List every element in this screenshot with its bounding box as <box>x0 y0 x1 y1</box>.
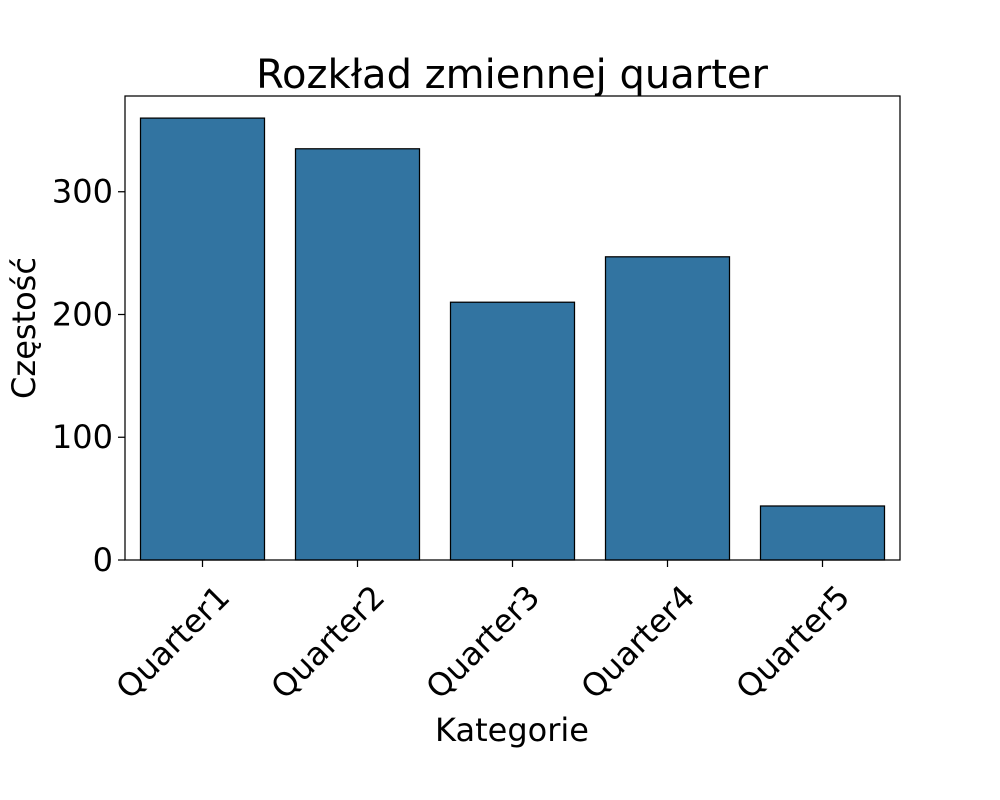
chart-title: Rozkład zmiennej quarter <box>256 52 768 98</box>
y-tick-label: 300 <box>52 173 113 211</box>
x-axis-label: Kategorie <box>435 711 589 749</box>
bar-quarter4 <box>604 256 731 561</box>
x-axis: Quarter1 Quarter2 Quarter3 Quarter4 Quarter5 <box>108 560 857 706</box>
x-tick-label: Quarter5 <box>728 578 857 707</box>
y-axis-label: Częstość <box>5 257 43 399</box>
bar-quarter5 <box>759 505 886 561</box>
x-tick-label: Quarter3 <box>418 578 547 707</box>
y-axis: 0 100 200 300 <box>52 173 125 579</box>
y-tick-label: 0 <box>93 541 113 579</box>
x-tick-label: Quarter2 <box>263 578 392 707</box>
x-tick-label: Quarter1 <box>108 578 237 707</box>
bar-quarter3 <box>449 301 576 561</box>
bar-quarter2 <box>294 148 421 561</box>
plot-area <box>139 117 886 561</box>
y-tick-label: 200 <box>52 295 113 333</box>
y-tick-label: 100 <box>52 418 113 456</box>
x-tick-label: Quarter4 <box>573 578 702 707</box>
bar-quarter1 <box>139 117 266 561</box>
